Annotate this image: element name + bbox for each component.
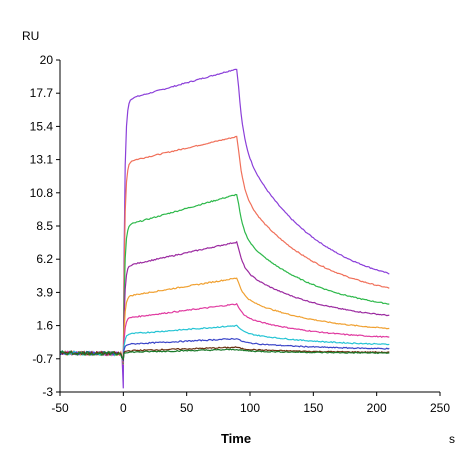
y-tick-label: 3.9 xyxy=(36,285,53,299)
series-line-4 xyxy=(59,240,390,364)
y-tick-label: 13.1 xyxy=(30,153,54,167)
x-tick-label: 100 xyxy=(240,401,260,415)
y-tick-label: 10.8 xyxy=(30,186,54,200)
series-line-7 xyxy=(59,324,390,362)
y-tick-label: -0.7 xyxy=(32,352,53,366)
x-tick-label: 150 xyxy=(303,401,323,415)
curves-group xyxy=(59,68,390,389)
x-tick-label: 50 xyxy=(180,401,194,415)
series-line-9 xyxy=(59,346,390,361)
axes-group: 20 17.7 15.4 13.1 10.8 8.5 6.2 3.9 1.6 -0.7 -3 -50 0… xyxy=(30,53,451,415)
y-tick-label: 6.2 xyxy=(36,252,53,266)
y-tick-label: 17.7 xyxy=(30,86,54,100)
y-tick-label: 8.5 xyxy=(36,219,53,233)
series-line-2 xyxy=(59,135,390,365)
y-tick-label: 15.4 xyxy=(30,119,54,133)
x-axis-title: Time xyxy=(221,431,251,446)
y-tick-label: 1.6 xyxy=(36,319,53,333)
y-axis-label: RU xyxy=(22,29,39,43)
y-tick-label: 20 xyxy=(40,53,54,67)
x-tick-label: 200 xyxy=(367,401,387,415)
y-tick-label: -3 xyxy=(42,385,53,399)
series-line-1 xyxy=(59,68,390,389)
series-line-10 xyxy=(59,348,390,360)
x-tick-label: 0 xyxy=(120,401,127,415)
x-axis-unit: s xyxy=(449,432,455,446)
x-tick-label: 250 xyxy=(430,401,450,415)
x-tick-label: -50 xyxy=(51,401,69,415)
